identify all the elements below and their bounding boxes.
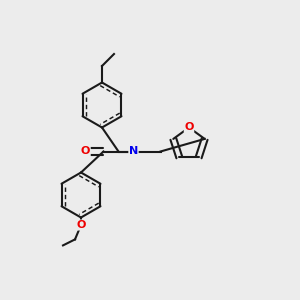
Text: N: N [129,146,138,157]
Text: O: O [184,122,194,133]
Text: O: O [81,146,90,157]
Text: O: O [76,220,86,230]
